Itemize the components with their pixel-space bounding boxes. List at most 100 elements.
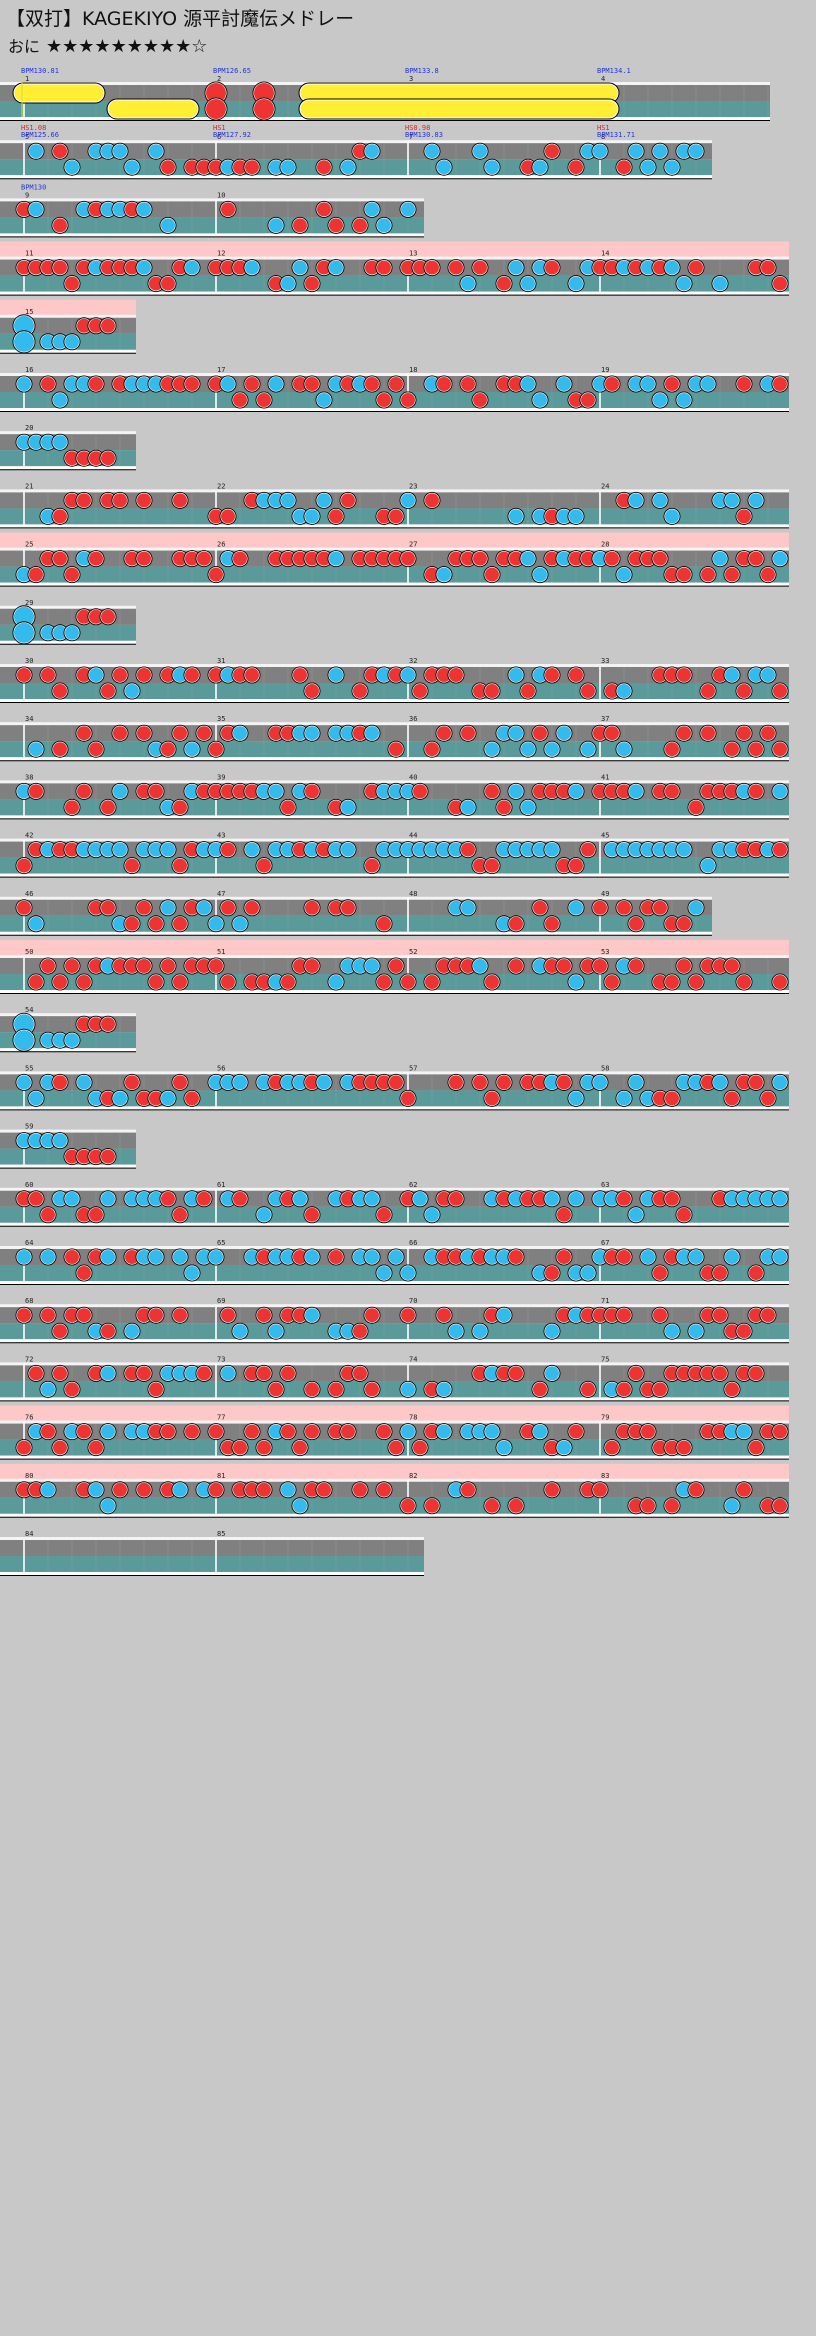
don-note (389, 742, 403, 757)
don-note (545, 1266, 559, 1280)
don-note (209, 1424, 223, 1439)
don-note (173, 916, 187, 931)
don-note (677, 567, 691, 582)
don-note (401, 1091, 415, 1106)
ka-note (269, 842, 283, 857)
ka-note (593, 1191, 607, 1206)
ka-note (221, 160, 235, 175)
don-note (737, 1482, 751, 1497)
measure-number: 54 (25, 1006, 33, 1014)
don-note (77, 1207, 91, 1222)
big-ka-note (14, 315, 34, 336)
don-note (665, 1440, 679, 1455)
measure-number: 53 (601, 948, 609, 956)
don-note (377, 1424, 391, 1439)
don-note (29, 1366, 43, 1381)
don-note (65, 1308, 79, 1323)
ka-note (29, 144, 43, 159)
don-note (125, 858, 139, 873)
don-note (749, 1366, 763, 1381)
don-note (713, 668, 727, 682)
ka-note (305, 1308, 319, 1323)
don-note (725, 1324, 739, 1339)
don-note (389, 377, 403, 391)
ka-note (149, 1250, 163, 1264)
don-note (161, 1424, 175, 1439)
don-note (89, 377, 103, 391)
ka-note (569, 1266, 583, 1280)
don-note (485, 684, 499, 698)
ka-note (557, 509, 571, 524)
don-note (449, 551, 463, 566)
don-note (233, 1482, 247, 1497)
ka-note (605, 1191, 619, 1206)
don-note (113, 377, 127, 391)
ka-note (293, 260, 307, 275)
don-note (413, 784, 427, 799)
ka-note (149, 842, 163, 857)
don-note (509, 377, 523, 391)
don-note (125, 1075, 139, 1090)
ka-note (401, 668, 415, 682)
ka-note (425, 144, 439, 159)
ka-note (317, 493, 331, 508)
don-note (197, 726, 211, 741)
don-note (593, 260, 607, 275)
ka-note (437, 1382, 451, 1397)
don-note (161, 668, 175, 682)
don-note (713, 1191, 727, 1206)
don-note (101, 609, 115, 624)
ka-note (365, 144, 379, 159)
ka-note (341, 842, 355, 857)
don-note (77, 609, 91, 624)
don-note (641, 1382, 655, 1397)
song-title: 【双打】KAGEKIYO 源平討魔伝メドレー (6, 8, 355, 30)
don-note (737, 975, 751, 989)
don-note (689, 1366, 703, 1381)
ka-note (197, 1482, 211, 1497)
don-note (605, 1308, 619, 1323)
ka-note (653, 393, 667, 407)
don-note (41, 551, 55, 566)
don-note (341, 1191, 355, 1206)
ka-note (77, 377, 91, 391)
measure-number: 71 (601, 1297, 609, 1305)
ka-note (89, 260, 103, 275)
don-note (725, 784, 739, 799)
don-note (197, 959, 211, 973)
ka-note (389, 784, 403, 799)
measure-number: 29 (25, 599, 33, 607)
ka-note (185, 260, 199, 275)
ka-note (281, 160, 295, 175)
don-note (173, 1075, 187, 1090)
don-note (557, 1308, 571, 1323)
don-note (497, 1191, 511, 1206)
don-note (317, 1482, 331, 1497)
lane-lower (0, 275, 789, 292)
ka-note (329, 551, 343, 566)
ka-note (257, 784, 271, 799)
ka-note (329, 726, 343, 741)
measure-number: 75 (601, 1355, 609, 1363)
measure-number: 80 (25, 1472, 33, 1480)
don-note (389, 509, 403, 524)
don-note (29, 784, 43, 799)
don-note (521, 684, 535, 698)
don-note (401, 975, 415, 989)
bpm-label: BPM130.83 (405, 131, 443, 139)
ka-note (365, 1191, 379, 1206)
measure-number: 4 (601, 75, 605, 83)
don-note (89, 900, 103, 915)
ka-note (425, 377, 439, 391)
don-note (125, 202, 139, 217)
ka-note (137, 842, 151, 857)
ka-note (581, 742, 595, 757)
don-note (353, 144, 367, 159)
don-note (605, 975, 619, 989)
lane-upper (0, 201, 424, 218)
ka-note (197, 900, 211, 915)
don-note (305, 1482, 319, 1497)
don-note (293, 377, 307, 391)
don-note (761, 260, 775, 275)
don-note (473, 1366, 487, 1381)
